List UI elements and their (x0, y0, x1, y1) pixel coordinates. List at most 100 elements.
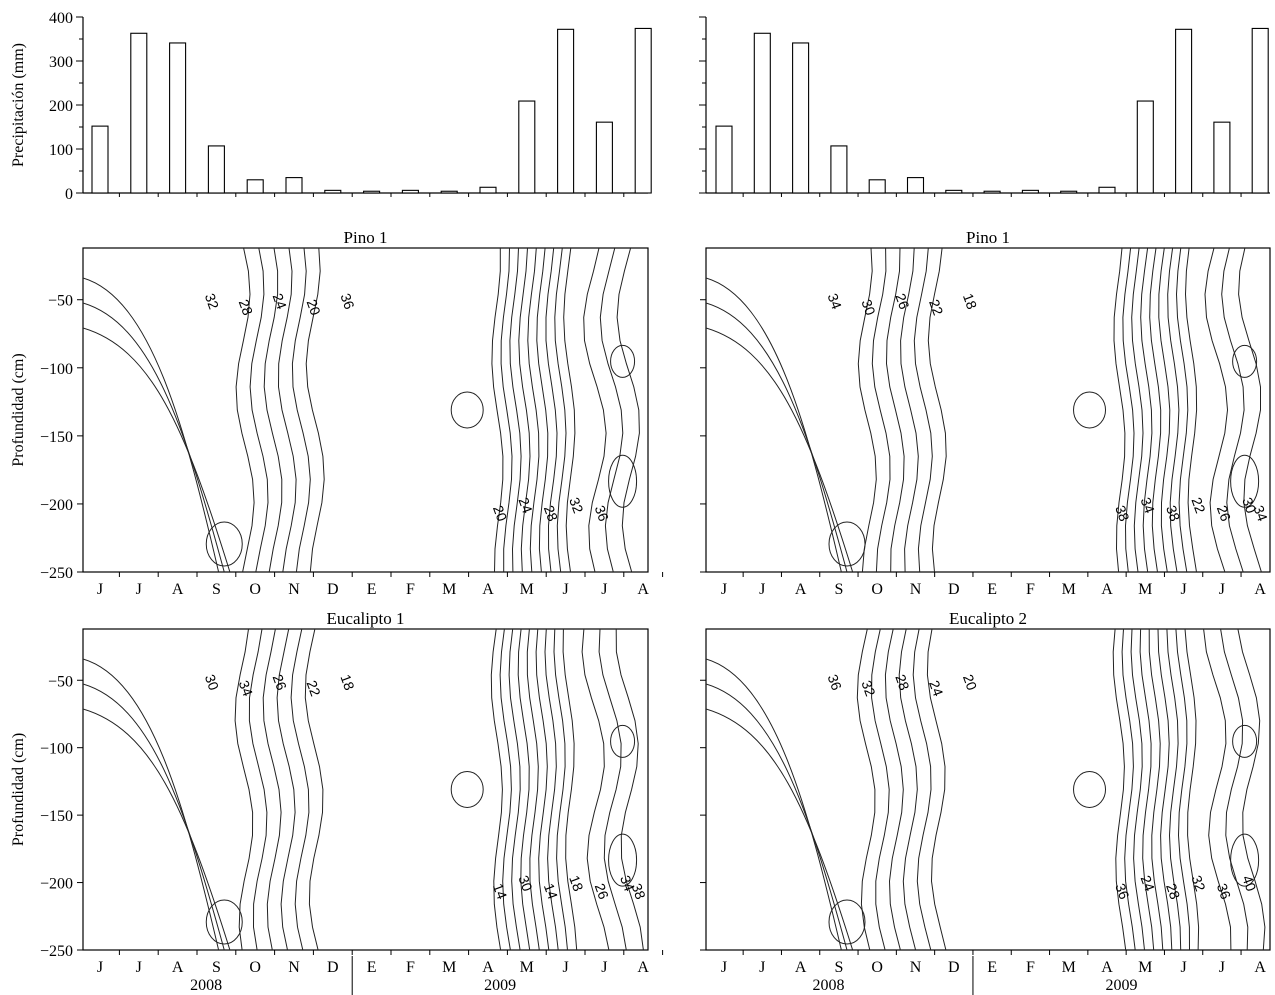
isoline (1167, 248, 1180, 572)
precip-right (699, 16, 1270, 197)
isoline (1157, 629, 1173, 950)
x-tick-label: E (367, 959, 377, 976)
isoline (706, 327, 854, 572)
x-tick-label: M (520, 959, 534, 976)
contour-label: 24 (926, 678, 946, 698)
precip-bar (595, 121, 613, 194)
isoline (563, 248, 576, 572)
isoline (913, 248, 933, 572)
isoline (291, 248, 311, 572)
precip-bar (518, 100, 536, 194)
isoline (912, 629, 932, 950)
x-tick-label: J (136, 959, 142, 976)
isoline (1149, 248, 1162, 572)
isoline (583, 248, 607, 572)
precip-bar (479, 186, 497, 194)
y-tick-label: 300 (49, 54, 73, 71)
pino-1-left: Pino 1 −50 −100 −150 −200 −250 Profundidad (cm… (10, 228, 649, 582)
contour-label: 24 (515, 495, 535, 515)
isoline-closed (205, 521, 243, 567)
contour-label: 34 (1138, 495, 1158, 515)
x-tick-label: J (1219, 581, 1225, 598)
x-tick-label: F (406, 959, 415, 976)
contour-label: 20 (304, 297, 324, 317)
x-tick-label: S (834, 581, 843, 598)
x-tick-label: J (97, 959, 103, 976)
precip-bar (1021, 189, 1039, 194)
contour-label: 26 (1214, 503, 1234, 523)
isoline (83, 658, 220, 950)
isolines (205, 629, 638, 950)
isoline (1204, 248, 1229, 572)
precip-bar (324, 189, 342, 194)
y-tick-label: 400 (49, 10, 73, 27)
isoline-closed (450, 771, 484, 808)
isolines-left (706, 277, 854, 572)
precip-bar (1175, 28, 1193, 194)
contour-label: 18 (566, 873, 586, 893)
y-tick-label: 200 (49, 98, 73, 115)
isoline (884, 629, 904, 950)
plot-frame (82, 628, 649, 951)
isoline-closed (1073, 391, 1107, 429)
x-tick-label: S (212, 959, 221, 976)
eucalipto-1-x-axis: J J A S O N D E F M A M J J A 2008 2009 (97, 950, 664, 995)
precip-bar (715, 125, 733, 194)
x-tick-label: J (1180, 581, 1186, 598)
y-axis-title: Profundidad (cm) (10, 733, 27, 846)
isoline (871, 248, 891, 572)
isoline (562, 629, 578, 950)
contour-label: 26 (592, 881, 612, 901)
x-tick-label: A (637, 581, 649, 598)
contour-label: 30 (1239, 495, 1259, 515)
isoline-closed (828, 899, 866, 945)
x-tick-label: A (1254, 959, 1266, 976)
isoline (83, 277, 220, 572)
contour-label: 38 (629, 881, 649, 901)
x-tick-label: F (1026, 959, 1035, 976)
contour-label: 34 (1251, 503, 1271, 523)
precip-bar (1251, 27, 1269, 194)
y-tick-label: −200 (40, 497, 73, 514)
isoline (277, 248, 297, 572)
isoline (553, 629, 568, 950)
contour-label: 38 (1112, 503, 1132, 523)
contour-label: 30 (202, 672, 222, 692)
isoline (1148, 629, 1164, 950)
contour-label: 32 (202, 291, 222, 311)
x-tick-label: M (1062, 959, 1076, 976)
x-tick-label: F (1026, 581, 1035, 598)
precip-left: 0 100 200 300 400 Precipitación (mm) (10, 10, 652, 203)
eucalipto-1: Eucalipto 1 −50 −100 −150 −200 −250 Profundida… (10, 609, 649, 960)
contour-label: 30 (858, 297, 878, 317)
isoline (1184, 629, 1200, 950)
isolines (581, 629, 644, 950)
isoline (263, 248, 283, 572)
isoline-closed (205, 899, 243, 945)
isoline (1184, 248, 1198, 572)
isolines-left (83, 658, 231, 950)
x-tick-label: N (288, 581, 300, 598)
x-tick-label: J (601, 959, 607, 976)
x-tick-label: E (987, 581, 997, 598)
x-tick-label: N (910, 959, 922, 976)
precip-bar (906, 177, 925, 194)
x-tick-label: M (442, 959, 456, 976)
isoline (1139, 629, 1155, 950)
precip-bar (830, 145, 848, 194)
isoline-closed (610, 724, 636, 758)
x-tick-label: J (721, 581, 727, 598)
plot-frame (705, 247, 1271, 573)
contour-label: 22 (304, 678, 324, 698)
contour-label: 20 (490, 503, 510, 523)
isoline (599, 248, 624, 572)
isoline (1112, 629, 1127, 950)
isolines (1203, 629, 1266, 950)
isoline (536, 248, 549, 572)
precip-bar (945, 189, 963, 194)
isoline (898, 629, 918, 950)
isoline-closed (828, 521, 866, 567)
contour-label: 40 (1239, 873, 1259, 893)
isoline (1220, 629, 1249, 950)
